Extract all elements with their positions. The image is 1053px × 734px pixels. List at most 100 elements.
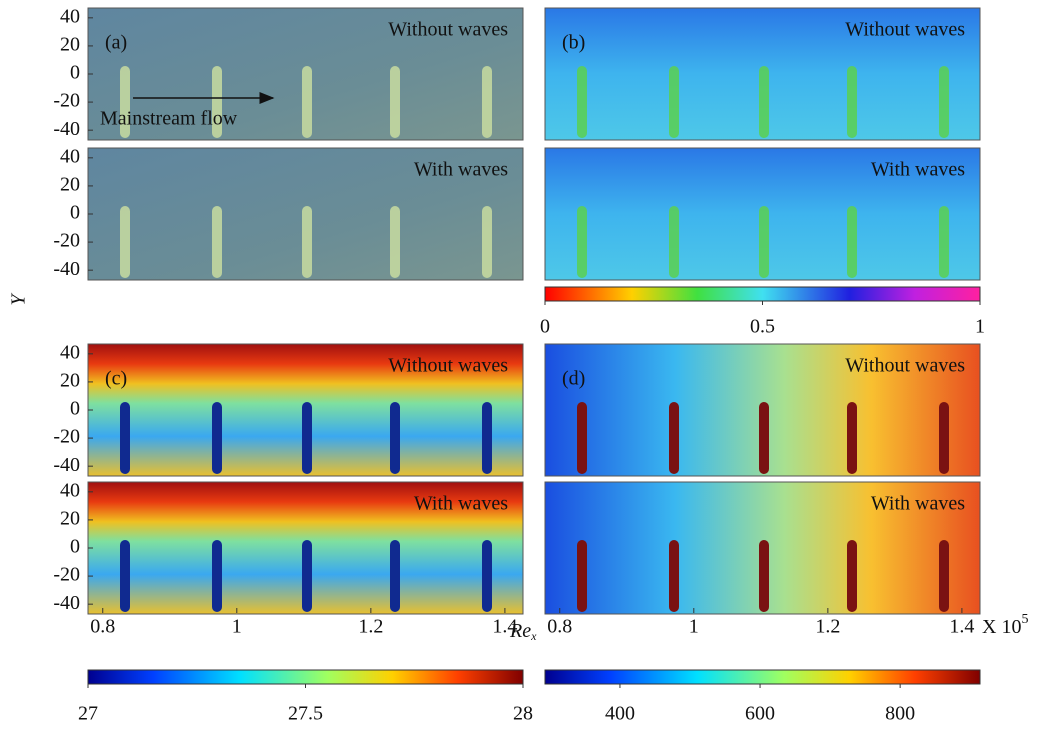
panel-tag: (a): [105, 32, 127, 54]
y-tick-label: -20: [53, 90, 80, 112]
colorbar-tick-label: 27: [78, 703, 98, 725]
tube: [669, 402, 679, 474]
tube: [390, 402, 400, 474]
tube: [120, 66, 130, 138]
row-label: With waves: [871, 159, 965, 181]
tube: [847, 540, 857, 612]
panel-tag: (b): [562, 32, 585, 54]
tube: [669, 206, 679, 278]
colorbar-tick-label: 28: [513, 703, 533, 725]
tube: [577, 402, 587, 474]
row-label: With waves: [414, 493, 508, 515]
colorbar-tick-label: 0.5: [750, 316, 775, 338]
tube: [302, 402, 312, 474]
tube: [482, 206, 492, 278]
tube: [577, 206, 587, 278]
y-tick-label: 0: [70, 536, 80, 558]
row-label: With waves: [414, 159, 508, 181]
y-tick-label: -40: [53, 592, 80, 614]
colorbar-tick-label: 1: [975, 316, 985, 338]
tube: [759, 402, 769, 474]
y-tick-label: 0: [70, 62, 80, 84]
y-tick-label: 20: [60, 508, 80, 530]
y-tick-label: -20: [53, 426, 80, 448]
tube: [577, 540, 587, 612]
row-label: With waves: [871, 493, 965, 515]
colorbar-tick-label: 400: [605, 703, 635, 725]
tube: [120, 206, 130, 278]
colorbar-tick-label: 27.5: [288, 703, 323, 725]
x-tick-label: 1.2: [358, 616, 383, 638]
y-axis-label: Y: [8, 293, 30, 306]
tube: [939, 66, 949, 138]
x-axis-label-sub: x: [530, 629, 537, 643]
tube: [669, 540, 679, 612]
colorbar: [544, 669, 981, 685]
tube: [847, 402, 857, 474]
tube: [939, 206, 949, 278]
x-tick-label: 0.8: [90, 616, 115, 638]
x-tick-label: 1.2: [815, 616, 840, 638]
y-tick-label: 20: [60, 174, 80, 196]
tube: [847, 206, 857, 278]
tube: [302, 66, 312, 138]
tube: [390, 66, 400, 138]
y-tick-label: -40: [53, 454, 80, 476]
colorbar-tick-label: 0: [540, 316, 550, 338]
tube: [212, 540, 222, 612]
y-tick-label: 40: [60, 145, 80, 167]
tube: [759, 540, 769, 612]
colorbar: [544, 286, 981, 302]
tube: [212, 402, 222, 474]
y-tick-label: 40: [60, 479, 80, 501]
colorbar: [87, 669, 524, 685]
y-tick-label: 20: [60, 34, 80, 56]
tube: [669, 66, 679, 138]
tube: [939, 540, 949, 612]
tube: [390, 206, 400, 278]
x-multiplier-base: X 10: [982, 616, 1021, 638]
y-tick-label: 40: [60, 341, 80, 363]
tube: [482, 540, 492, 612]
tube: [302, 206, 312, 278]
row-label: Without waves: [388, 355, 508, 377]
x-tick-label: 0.8: [547, 616, 572, 638]
y-tick-label: 20: [60, 370, 80, 392]
row-label: Without waves: [845, 355, 965, 377]
tube: [847, 66, 857, 138]
tube: [482, 66, 492, 138]
tube: [577, 66, 587, 138]
x-multiplier-exp: 5: [1021, 612, 1028, 627]
tube: [482, 402, 492, 474]
tube: [212, 66, 222, 138]
x-axis-label: Rex: [509, 620, 537, 643]
y-tick-label: 40: [60, 5, 80, 27]
x-tick-label: 1: [689, 616, 699, 638]
y-tick-label: -20: [53, 230, 80, 252]
tube: [759, 66, 769, 138]
tube: [759, 206, 769, 278]
x-multiplier: X 105: [982, 612, 1028, 637]
y-tick-label: 0: [70, 202, 80, 224]
row-label: Without waves: [388, 19, 508, 41]
x-tick-label: 1.4: [949, 616, 974, 638]
y-tick-label: 0: [70, 398, 80, 420]
annotation: Mainstream flow: [100, 108, 238, 130]
tube: [212, 206, 222, 278]
tube: [302, 540, 312, 612]
tube: [120, 402, 130, 474]
tube: [390, 540, 400, 612]
y-tick-label: -20: [53, 564, 80, 586]
panel-tag: (d): [562, 368, 585, 390]
colorbar-tick-label: 600: [745, 703, 775, 725]
tube: [120, 540, 130, 612]
x-tick-label: 1: [232, 616, 242, 638]
y-tick-label: -40: [53, 118, 80, 140]
row-label: Without waves: [845, 19, 965, 41]
colorbar-tick-label: 800: [885, 703, 915, 725]
x-axis-label-main: Re: [509, 620, 531, 642]
panel-tag: (c): [105, 368, 127, 390]
y-tick-label: -40: [53, 258, 80, 280]
x-tick-label: 1.4: [492, 616, 517, 638]
